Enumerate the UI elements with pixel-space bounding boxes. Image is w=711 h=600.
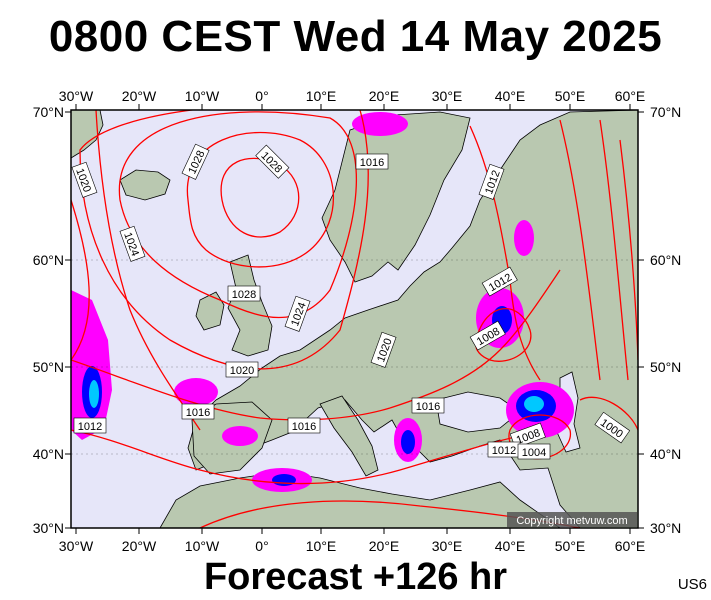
greenland (71, 110, 104, 159)
lon-label-top-30w: 30°W (58, 88, 94, 104)
lon-label-top-50e: 50°E (554, 88, 586, 104)
precipitation-areas (71, 112, 574, 492)
lon-label-bottom-10w: 10°W (184, 538, 220, 554)
lat-label-right-30n: 30°N (650, 520, 682, 536)
lat-label-left-60n: 60°N (32, 252, 64, 268)
isobar-1012-south (71, 429, 521, 485)
precip-cell-biscay (174, 378, 218, 406)
precip-heavy-atlantic-west (89, 380, 99, 408)
isobar-1008 (474, 307, 532, 362)
lat-label-right-60n: 60°N (650, 252, 682, 268)
lat-label-left-70n: 70°N (32, 104, 64, 120)
lon-label-bottom-20e: 20°E (368, 538, 400, 554)
isobar-east-a (559, 119, 601, 381)
isobar-1000 (579, 396, 638, 431)
isobar-label-16: 1012 (78, 421, 102, 433)
copyright-text: Copyright metvuw.com (516, 515, 627, 527)
isobar-label-19: 1004 (522, 447, 546, 459)
isobar-1020 (79, 110, 369, 370)
lon-label-top-0: 0° (255, 88, 269, 104)
isobar-east-c (619, 139, 638, 361)
lon-label-top-30e: 30°E (431, 88, 463, 104)
lon-label-bottom-20w: 20°W (121, 538, 157, 554)
isobar-labels: 1028 1028 1020 1024 1016 1012 1028 1024 (71, 143, 631, 460)
precip-cell-lake (514, 220, 534, 256)
lon-label-bottom-10e: 10°E (305, 538, 337, 554)
isobar-label-13: 1016 (186, 407, 210, 419)
isobar-label-5: 1016 (360, 157, 384, 169)
isobar-label-15: 1016 (416, 401, 440, 413)
lon-label-bottom-30w: 30°W (58, 538, 94, 554)
lat-label-left-50n: 50°N (32, 359, 64, 375)
isobar-1024 (118, 111, 358, 319)
isobar-1028 (186, 132, 335, 268)
map-title: 0800 CEST Wed 14 May 2025 (48, 12, 663, 61)
isobar-label-11: 1020 (230, 365, 254, 377)
forecast-label: Forecast +126 hr (203, 556, 508, 598)
isobar-1016-west (71, 359, 391, 421)
italy (319, 395, 379, 477)
ireland (195, 291, 225, 331)
isobar-label-7: 1028 (232, 289, 256, 301)
precip-core-north-africa (272, 474, 296, 486)
model-id: US6 (677, 576, 707, 593)
lon-label-top-20e: 20°E (368, 88, 400, 104)
lon-label-bottom-0: 0° (255, 538, 269, 554)
isobar-high-center (220, 157, 300, 238)
iceland (119, 169, 171, 201)
lon-label-top-10e: 10°E (305, 88, 337, 104)
isobar-1016-east (389, 269, 561, 409)
lat-label-right-70n: 70°N (650, 104, 682, 120)
precip-heavy-caucasus (524, 396, 544, 412)
lon-label-bottom-60e: 60°E (614, 538, 646, 554)
map-frame (70, 109, 639, 529)
isobar-atlantic-a (71, 199, 90, 361)
precip-core-balkans (401, 430, 415, 454)
lon-label-top-40e: 40°E (494, 88, 526, 104)
lat-label-right-50n: 50°N (650, 359, 682, 375)
lon-label-bottom-50e: 50°E (554, 538, 586, 554)
isobar-atlantic-b (95, 110, 201, 431)
isobar-east-b (599, 119, 629, 381)
lat-label-right-40n: 40°N (650, 446, 682, 462)
lon-label-top-60e: 60°E (614, 88, 646, 104)
isobar-label-18: 1012 (492, 445, 516, 457)
precip-cell-iberia (222, 426, 258, 446)
lon-label-bottom-30e: 30°E (431, 538, 463, 554)
lon-label-top-10w: 10°W (184, 88, 220, 104)
lat-label-left-30n: 30°N (32, 520, 64, 536)
lon-label-bottom-40e: 40°E (494, 538, 526, 554)
lat-label-left-40n: 40°N (32, 446, 64, 462)
precip-cell-atlantic-west (71, 290, 112, 440)
copyright-box: Copyright metvuw.com (507, 512, 637, 527)
isobar-label-14: 1016 (292, 421, 316, 433)
lon-label-top-20w: 20°W (121, 88, 157, 104)
tick-marks (65, 104, 644, 534)
precip-cell-arctic (352, 112, 408, 136)
